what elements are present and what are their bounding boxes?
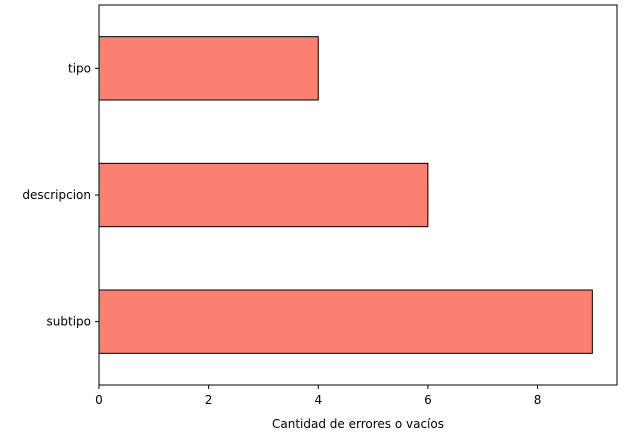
- x-tick-label: 2: [205, 393, 213, 407]
- bar-subtipo: [98, 289, 593, 354]
- x-tick-label: 6: [424, 393, 432, 407]
- x-tick-label: 0: [95, 393, 103, 407]
- bars-group: [98, 36, 593, 354]
- y-tick-label: subtipo: [47, 315, 91, 329]
- y-tick-label: tipo: [68, 61, 91, 75]
- x-axis-label: Cantidad de errores o vacíos: [272, 417, 444, 431]
- plot-frame: [98, 4, 618, 386]
- bar-tipo: [98, 36, 319, 101]
- y-axis-ticks: subtipo descripcion tipo: [22, 61, 99, 329]
- x-tick-label: 8: [534, 393, 542, 407]
- x-tick-label: 4: [314, 393, 322, 407]
- bar-descripcion: [98, 162, 429, 228]
- x-axis-ticks: 0 2 4 6 8: [95, 385, 541, 407]
- y-tick-label: descripcion: [22, 188, 91, 202]
